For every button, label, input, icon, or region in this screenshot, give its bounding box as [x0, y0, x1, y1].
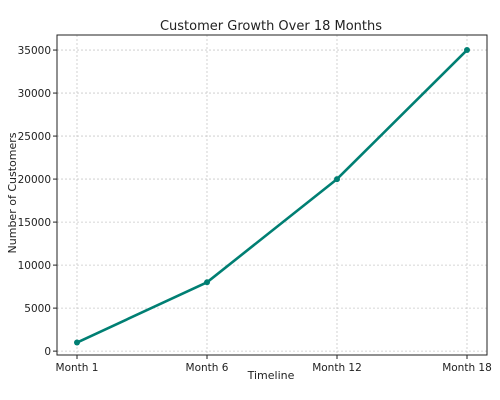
axes	[56, 34, 488, 356]
data-point	[74, 339, 80, 346]
x-tick-label: Month 12	[312, 362, 362, 374]
y-tick-label: 35000	[18, 45, 51, 57]
x-tick-label: Month 6	[186, 362, 229, 374]
y-tick-label: 30000	[18, 88, 51, 100]
data-point	[334, 176, 340, 183]
y-tick-label: 15000	[18, 217, 51, 229]
series-layer	[74, 47, 470, 346]
plot-frame	[56, 34, 488, 356]
y-tick-label: 5000	[24, 303, 51, 315]
y-axis-label: Number of Customers	[6, 132, 19, 253]
y-tick-label: 25000	[18, 131, 51, 143]
data-point	[204, 279, 210, 286]
ticks: 0 5000 10000 15000 20000 25000 30000 35000 Month…	[18, 45, 492, 374]
chart-title: Customer Growth Over 18 Months	[160, 19, 382, 34]
x-tick-label: Month 1	[56, 362, 99, 374]
x-axis-label: Timeline	[247, 369, 295, 382]
y-tick-label: 0	[44, 346, 51, 358]
x-tick-label: Month 18	[442, 362, 492, 374]
y-tick-label: 10000	[18, 260, 51, 272]
data-point	[464, 47, 470, 54]
series-line	[75, 48, 469, 344]
y-tick-label: 20000	[18, 174, 51, 186]
grid-layer	[57, 35, 487, 355]
